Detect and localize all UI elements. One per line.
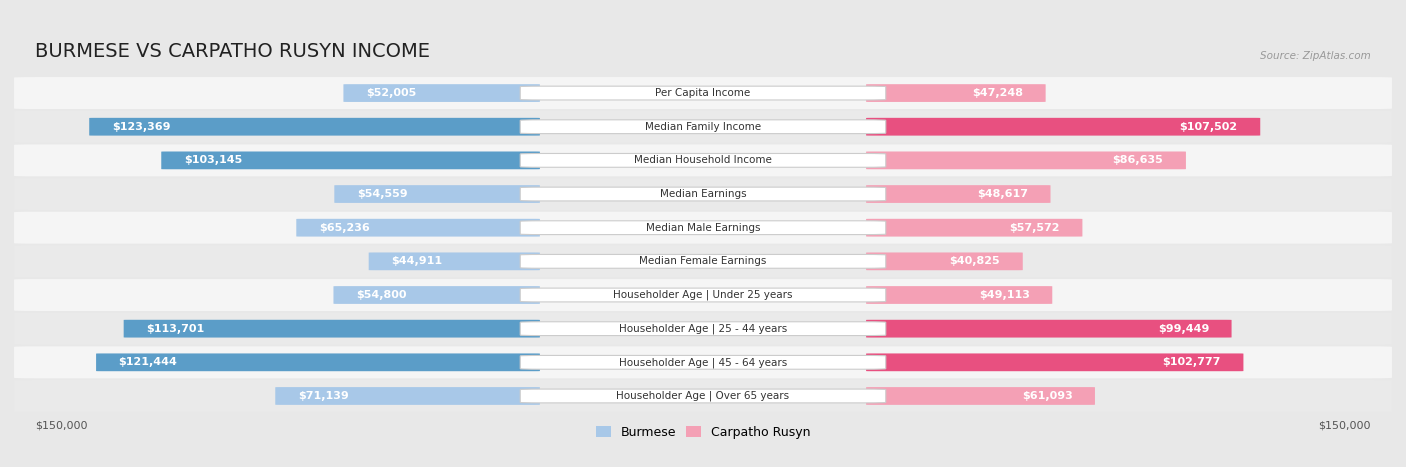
Text: Median Male Earnings: Median Male Earnings — [645, 223, 761, 233]
FancyBboxPatch shape — [343, 84, 540, 102]
Text: $65,236: $65,236 — [319, 223, 370, 233]
FancyBboxPatch shape — [14, 313, 1392, 345]
Text: Median Female Earnings: Median Female Earnings — [640, 256, 766, 266]
FancyBboxPatch shape — [14, 178, 1392, 210]
Text: $44,911: $44,911 — [391, 256, 443, 266]
Text: $113,701: $113,701 — [146, 324, 204, 333]
FancyBboxPatch shape — [866, 84, 1046, 102]
Text: $71,139: $71,139 — [298, 391, 349, 401]
FancyBboxPatch shape — [520, 288, 886, 302]
FancyBboxPatch shape — [866, 118, 1260, 135]
FancyBboxPatch shape — [14, 380, 1392, 412]
Text: $107,502: $107,502 — [1180, 122, 1237, 132]
Text: $57,572: $57,572 — [1010, 223, 1060, 233]
Text: $102,777: $102,777 — [1163, 357, 1220, 368]
FancyBboxPatch shape — [520, 187, 886, 201]
FancyBboxPatch shape — [14, 77, 1392, 109]
Text: Householder Age | Under 25 years: Householder Age | Under 25 years — [613, 290, 793, 300]
Text: Source: ZipAtlas.com: Source: ZipAtlas.com — [1260, 51, 1371, 61]
Legend: Burmese, Carpatho Rusyn: Burmese, Carpatho Rusyn — [591, 421, 815, 444]
FancyBboxPatch shape — [14, 245, 1392, 277]
FancyBboxPatch shape — [866, 253, 1022, 270]
Text: $40,825: $40,825 — [949, 256, 1000, 266]
FancyBboxPatch shape — [866, 219, 1083, 237]
FancyBboxPatch shape — [14, 111, 1392, 143]
FancyBboxPatch shape — [96, 354, 540, 371]
Text: Householder Age | 25 - 44 years: Householder Age | 25 - 44 years — [619, 324, 787, 334]
Text: $54,559: $54,559 — [357, 189, 408, 199]
Text: Householder Age | Over 65 years: Householder Age | Over 65 years — [616, 391, 790, 401]
FancyBboxPatch shape — [866, 286, 1052, 304]
FancyBboxPatch shape — [276, 387, 540, 405]
Text: $150,000: $150,000 — [1319, 421, 1371, 431]
Text: Per Capita Income: Per Capita Income — [655, 88, 751, 98]
FancyBboxPatch shape — [866, 185, 1050, 203]
FancyBboxPatch shape — [297, 219, 540, 237]
FancyBboxPatch shape — [866, 387, 1095, 405]
Text: $49,113: $49,113 — [979, 290, 1029, 300]
FancyBboxPatch shape — [368, 253, 540, 270]
Text: $86,635: $86,635 — [1112, 156, 1163, 165]
FancyBboxPatch shape — [520, 86, 886, 100]
FancyBboxPatch shape — [866, 354, 1243, 371]
FancyBboxPatch shape — [866, 151, 1185, 169]
Text: Median Household Income: Median Household Income — [634, 156, 772, 165]
Text: $123,369: $123,369 — [111, 122, 170, 132]
FancyBboxPatch shape — [520, 255, 886, 268]
FancyBboxPatch shape — [520, 389, 886, 403]
Text: $61,093: $61,093 — [1022, 391, 1073, 401]
Text: $150,000: $150,000 — [35, 421, 87, 431]
Text: $47,248: $47,248 — [972, 88, 1024, 98]
FancyBboxPatch shape — [520, 355, 886, 369]
FancyBboxPatch shape — [14, 144, 1392, 177]
Text: $103,145: $103,145 — [184, 156, 242, 165]
Text: $52,005: $52,005 — [366, 88, 416, 98]
FancyBboxPatch shape — [520, 154, 886, 167]
FancyBboxPatch shape — [333, 286, 540, 304]
FancyBboxPatch shape — [14, 347, 1392, 378]
Text: $99,449: $99,449 — [1157, 324, 1209, 333]
FancyBboxPatch shape — [866, 320, 1232, 338]
Text: BURMESE VS CARPATHO RUSYN INCOME: BURMESE VS CARPATHO RUSYN INCOME — [35, 42, 430, 61]
Text: $54,800: $54,800 — [356, 290, 406, 300]
FancyBboxPatch shape — [14, 212, 1392, 244]
Text: Median Family Income: Median Family Income — [645, 122, 761, 132]
Text: Householder Age | 45 - 64 years: Householder Age | 45 - 64 years — [619, 357, 787, 368]
FancyBboxPatch shape — [124, 320, 540, 338]
FancyBboxPatch shape — [162, 151, 540, 169]
Text: $48,617: $48,617 — [977, 189, 1028, 199]
FancyBboxPatch shape — [89, 118, 540, 135]
Text: $121,444: $121,444 — [118, 357, 177, 368]
FancyBboxPatch shape — [520, 221, 886, 234]
FancyBboxPatch shape — [520, 120, 886, 134]
FancyBboxPatch shape — [520, 322, 886, 336]
FancyBboxPatch shape — [335, 185, 540, 203]
FancyBboxPatch shape — [14, 279, 1392, 311]
Text: Median Earnings: Median Earnings — [659, 189, 747, 199]
